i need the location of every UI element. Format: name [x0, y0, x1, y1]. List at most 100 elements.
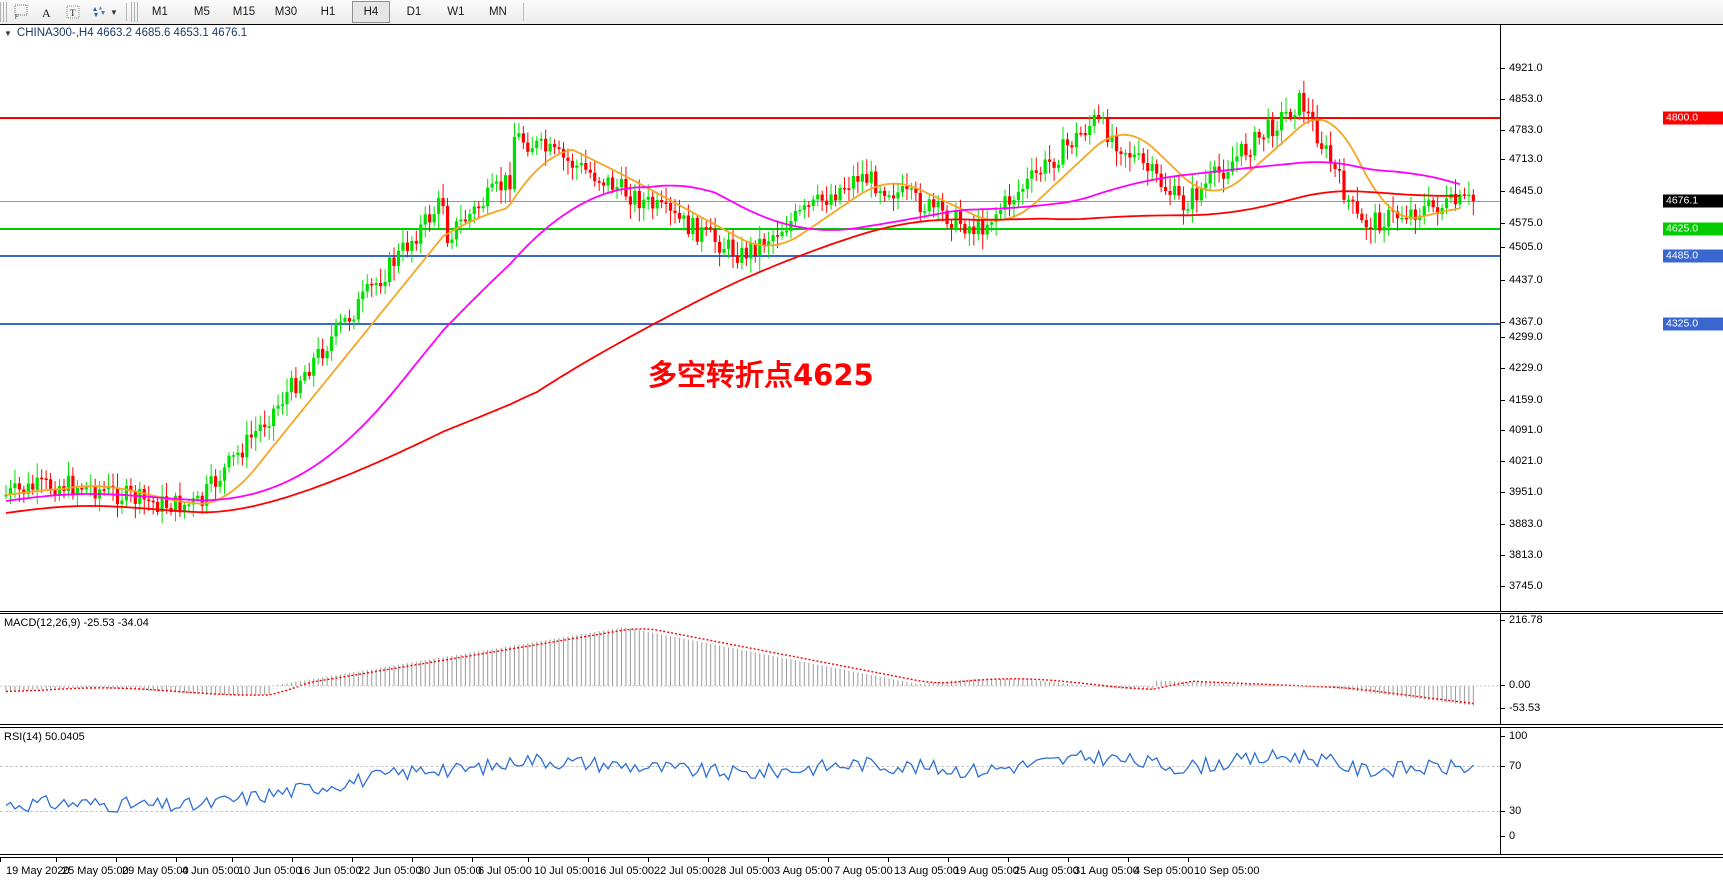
price-tag-4800-0[interactable]: 4800.0 [1663, 111, 1723, 125]
macd-tick [1501, 685, 1505, 686]
timeframe-h1[interactable]: H1 [320, 6, 336, 18]
price-tick [1501, 492, 1505, 493]
rsi-panel[interactable]: 100 70 30 0 RSI(14) 50.0405 [0, 727, 1723, 855]
rsi-tick [1501, 811, 1505, 812]
timeframe-h4[interactable]: H4 [351, 1, 390, 23]
time-tick [528, 857, 529, 862]
time-tick-label: 13 Aug 05:00 [894, 865, 959, 877]
time-tick-label: 19 Aug 05:00 [954, 865, 1019, 877]
timeframe-mn[interactable]: MN [488, 6, 507, 18]
macd-label: MACD(12,26,9) -25.53 -34.04 [4, 617, 149, 629]
macd-plot[interactable] [0, 614, 1500, 724]
time-tick [888, 857, 889, 862]
macd-tick [1501, 708, 1505, 709]
time-tick [828, 857, 829, 862]
price-panel[interactable]: 多空转折点4625 4921.0 4853.0 4783.0 4713.0 4645.0… [0, 25, 1723, 612]
macd-tick-label: 216.78 [1509, 614, 1543, 626]
price-tick [1501, 159, 1505, 160]
price-tick-label: 4853.0 [1509, 93, 1543, 105]
text-A-icon[interactable]: A [34, 1, 60, 23]
time-tick [768, 857, 769, 862]
time-tick-label: 16 Jun 05:00 [298, 865, 362, 877]
price-tag-4676-1[interactable]: 4676.1 [1663, 194, 1723, 208]
time-tick [0, 857, 1, 862]
time-tick-label: 10 Jun 05:00 [238, 865, 302, 877]
rsi-tick-label: 30 [1509, 805, 1522, 817]
toolbar-grip-1[interactable] [0, 2, 8, 22]
time-axis[interactable]: 19 May 2020 25 May 05:00 29 May 05:00 4 Jun… [0, 857, 1723, 881]
macd-series-svg [0, 627, 1500, 706]
price-tick-label: 4505.0 [1509, 241, 1543, 253]
timeframe-m15[interactable]: M15 [232, 6, 256, 18]
price-tag-4485-0[interactable]: 4485.0 [1663, 249, 1723, 263]
time-tick [116, 857, 117, 862]
price-tick [1501, 430, 1505, 431]
time-tick [232, 857, 233, 862]
grid-f-icon[interactable]: F [8, 1, 34, 23]
price-tick-label: 4299.0 [1509, 331, 1543, 343]
hline-4625[interactable] [0, 228, 1500, 230]
hline-4325[interactable] [0, 323, 1500, 325]
price-tick [1501, 586, 1505, 587]
chart-annotation-text[interactable]: 多空转折点4625 [648, 358, 874, 392]
macd-tick-label: 0.00 [1509, 679, 1531, 691]
price-tick-label: 3813.0 [1509, 549, 1543, 561]
toolbar: F A T ▼ M1 M5 M15 M30 H1 H4 D1 W1 MN [0, 0, 1723, 25]
svg-text:F: F [15, 15, 19, 20]
price-tick-label: 4021.0 [1509, 455, 1543, 467]
toolbar-separator-2 [522, 3, 524, 21]
symbol-dropdown-caret-icon[interactable]: ▼ [4, 28, 12, 38]
price-tick [1501, 322, 1505, 323]
objects-icon[interactable] [86, 1, 112, 23]
price-axis[interactable]: 4921.0 4853.0 4783.0 4713.0 4645.0 4575.0 4505… [1500, 25, 1723, 611]
price-tick [1501, 400, 1505, 401]
price-plot[interactable]: 多空转折点4625 [0, 25, 1500, 611]
price-tick [1501, 461, 1505, 462]
toolbar-grip-2[interactable] [130, 2, 139, 22]
time-tick-label: 3 Aug 05:00 [774, 865, 833, 877]
price-series-svg [4, 80, 1475, 524]
time-tick-label: 4 Sep 05:00 [1134, 865, 1194, 877]
time-tick [412, 857, 413, 862]
hline-4800[interactable] [0, 117, 1500, 119]
svg-text:T: T [70, 8, 76, 18]
price-tick-label: 3745.0 [1509, 580, 1543, 592]
time-tick [292, 857, 293, 862]
time-tick-label: 25 May 05:00 [62, 865, 129, 877]
objects-dropdown-caret-icon[interactable]: ▼ [110, 7, 118, 17]
symbol-info-bar[interactable]: ▼ CHINA300-,H4 4663.2 4685.6 4653.1 4676… [0, 25, 247, 41]
timeframe-d1[interactable]: D1 [406, 6, 422, 18]
price-tick-label: 4159.0 [1509, 394, 1543, 406]
time-tick [588, 857, 589, 862]
timeframe-m1[interactable]: M1 [151, 6, 168, 18]
price-tick [1501, 68, 1505, 69]
time-tick [648, 857, 649, 862]
price-tick [1501, 337, 1505, 338]
timeframe-m30[interactable]: M30 [274, 6, 298, 18]
chart-area[interactable]: 多空转折点4625 4921.0 4853.0 4783.0 4713.0 4645.0… [0, 24, 1723, 890]
rsi-gridline-70 [0, 766, 1500, 767]
rsi-tick [1501, 766, 1505, 767]
text-label-icon[interactable]: T [60, 1, 86, 23]
time-tick [56, 857, 57, 862]
time-tick [352, 857, 353, 862]
rsi-tick-label: 70 [1509, 760, 1522, 772]
time-axis-line [0, 857, 1723, 858]
time-tick-label: 7 Aug 05:00 [834, 865, 893, 877]
price-tag-4625-0[interactable]: 4625.0 [1663, 222, 1723, 236]
time-tick-label: 28 Jul 05:00 [714, 865, 774, 877]
price-tick [1501, 191, 1505, 192]
price-tick-label: 3951.0 [1509, 486, 1543, 498]
macd-panel[interactable]: 216.78 0.00 -53.53 MACD(12,26,9) -25.53 -3… [0, 613, 1723, 725]
price-tag-4325-0[interactable]: 4325.0 [1663, 317, 1723, 331]
price-tick [1501, 280, 1505, 281]
macd-axis: 216.78 0.00 -53.53 [1500, 614, 1723, 724]
rsi-plot[interactable] [0, 728, 1500, 854]
time-tick-label: 10 Sep 05:00 [1194, 865, 1260, 877]
time-tick-label: 22 Jun 05:00 [358, 865, 422, 877]
timeframe-m5[interactable]: M5 [193, 6, 210, 18]
timeframe-w1[interactable]: W1 [447, 6, 465, 18]
price-tick-label: 4091.0 [1509, 424, 1543, 436]
price-tick-label: 4921.0 [1509, 62, 1543, 74]
time-tick [176, 857, 177, 862]
